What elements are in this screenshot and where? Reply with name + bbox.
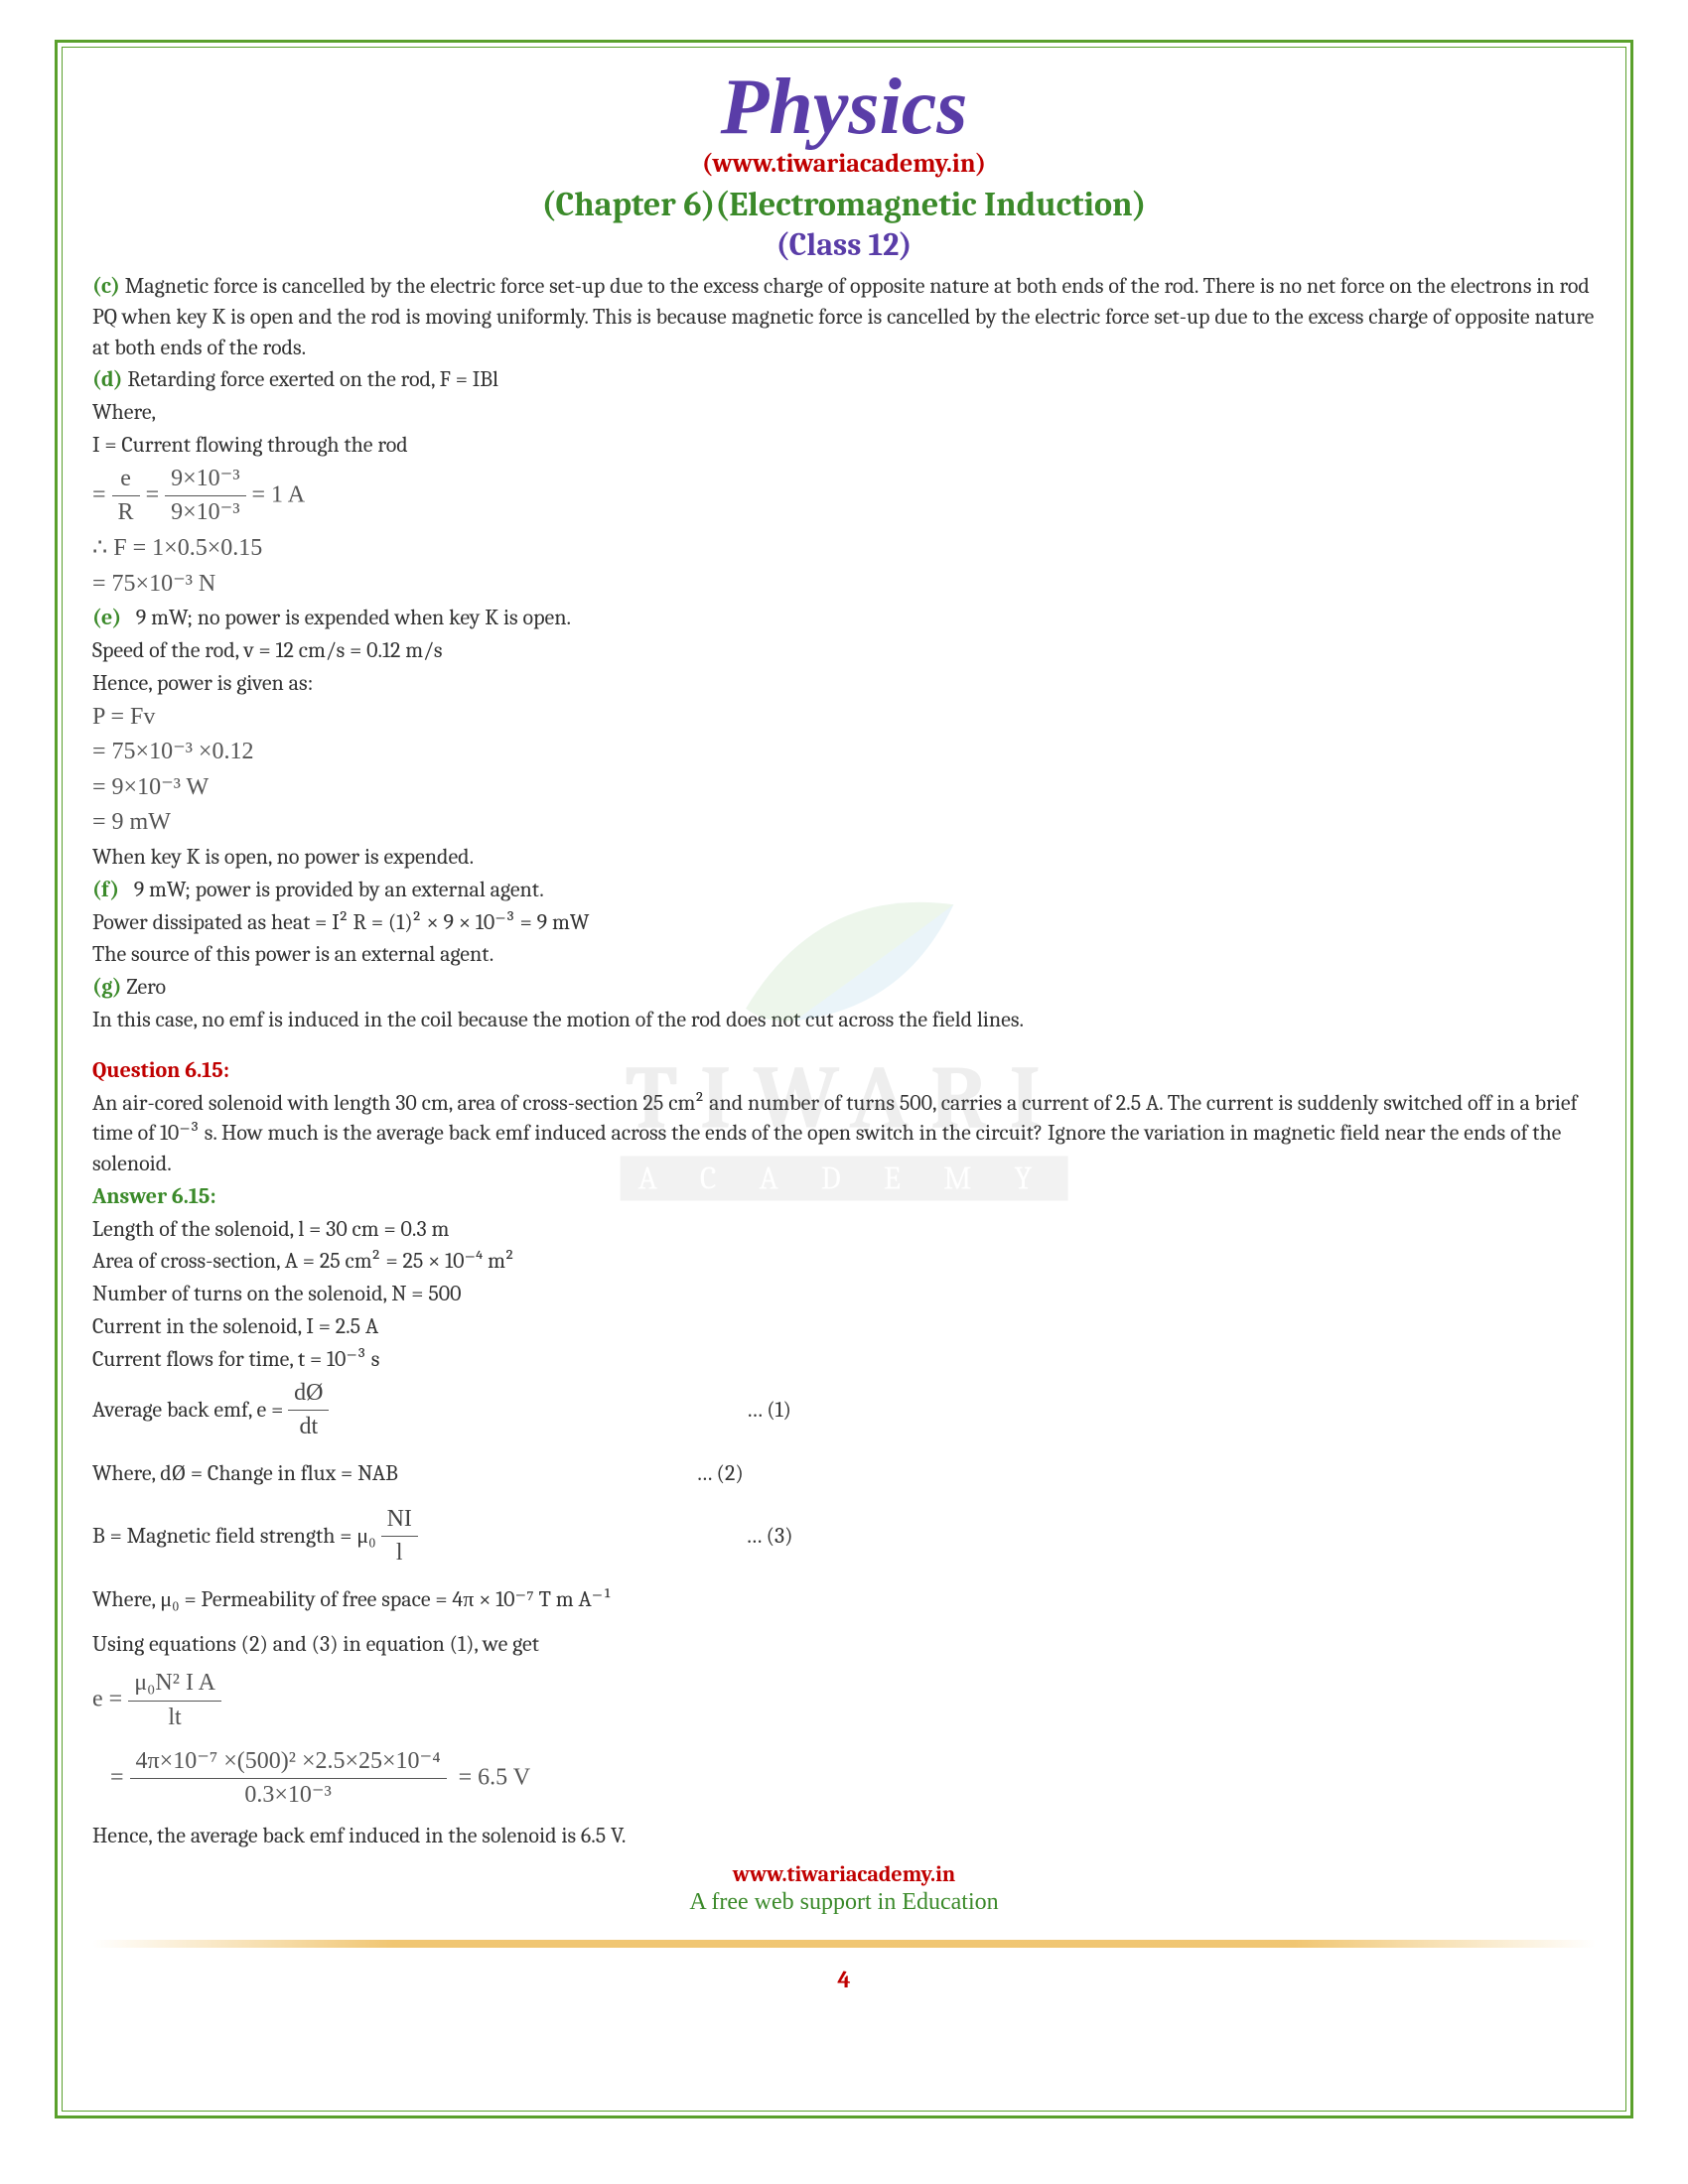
eq-tag-1: … (1) (746, 1395, 791, 1426)
q15-l3: Number of turns on the solenoid, N = 500 (92, 1279, 1596, 1309)
q15-label: Question 6.15: (92, 1055, 1596, 1086)
sec-d-eq3: = 75×10⁻³ N (92, 568, 1596, 602)
q15-l10: Using equations (2) and (3) in equation … (92, 1629, 1596, 1660)
q15-eqf1: e = μ₀N² I Alt (92, 1667, 1596, 1734)
q15-l11: Hence, the average back emf induced in t… (92, 1821, 1596, 1851)
sec-e-l3: Hence, power is given as: (92, 668, 1596, 699)
outer-border: TIWARI A C A D E M Y Physics (www.tiwari… (55, 40, 1633, 2118)
title-url: (www.tiwariacademy.in) (92, 149, 1596, 179)
footer-tagline: A free web support in Education (92, 1889, 1596, 1916)
page: TIWARI A C A D E M Y Physics (www.tiwari… (0, 0, 1688, 2184)
sec-d-l3: I = Current flowing through the rod (92, 430, 1596, 461)
label-g: (g) (92, 974, 121, 1000)
eq-tag-2: … (2) (696, 1458, 744, 1489)
sec-d-eq2: ∴ F = 1×0.5×0.15 (92, 532, 1596, 566)
sec-e-l1: (e) 9 mW; no power is expended when key … (92, 603, 1596, 633)
q15-l5: Current flows for time, t = 10⁻³ s (92, 1344, 1596, 1375)
title-physics: Physics (92, 68, 1596, 147)
sec-c: (c) Magnetic force is cancelled by the e… (92, 271, 1596, 362)
label-d: (d) (92, 366, 123, 392)
sec-e-eq1: P = Fv (92, 701, 1596, 735)
q15-eqf2: = 4π×10⁻⁷ ×(500)² ×2.5×25×10⁻⁴0.3×10⁻³ =… (92, 1745, 1596, 1813)
inner-border: TIWARI A C A D E M Y Physics (www.tiwari… (62, 47, 1626, 2112)
footer-link: www.tiwariacademy.in (92, 1861, 1596, 1887)
sec-f-l2: Power dissipated as heat = I² R = (1)² ×… (92, 907, 1596, 938)
q15-l2: Area of cross-section, A = 25 cm² = 25 ×… (92, 1246, 1596, 1277)
q15-eq3-row: B = Magnetic field strength = μ₀ NIl … (… (92, 1503, 1596, 1570)
sec-f-l3: The source of this power is an external … (92, 939, 1596, 970)
sec-e-eq2: = 75×10⁻³ ×0.12 (92, 736, 1596, 769)
sec-g-l2: In this case, no emf is induced in the c… (92, 1005, 1596, 1035)
label-c: (c) (92, 273, 120, 299)
footer-bar (92, 1940, 1596, 1948)
sec-g-l1: (g) Zero (92, 972, 1596, 1003)
sec-f-l1: (f) 9 mW; power is provided by an extern… (92, 875, 1596, 905)
q15-l9: Where, μ₀ = Permeability of free space =… (92, 1584, 1596, 1615)
sec-d-l2: Where, (92, 397, 1596, 428)
sec-c-text: Magnetic force is cancelled by the elect… (92, 273, 1594, 360)
label-e: (e) (92, 605, 121, 630)
q15-eq1-row: Average back emf, e = dØdt … (1) (92, 1377, 1596, 1444)
body: (c) Magnetic force is cancelled by the e… (92, 271, 1596, 1851)
title-chapter: (Chapter 6)(Electromagnetic Induction) (92, 185, 1596, 224)
sec-e-eq3: = 9×10⁻³ W (92, 771, 1596, 805)
q15-text: An air-cored solenoid with length 30 cm,… (92, 1088, 1596, 1179)
q15-l4: Current in the solenoid, I = 2.5 A (92, 1311, 1596, 1342)
q15-l1: Length of the solenoid, l = 30 cm = 0.3 … (92, 1214, 1596, 1245)
sec-e-l4: When key K is open, no power is expended… (92, 842, 1596, 873)
sec-e-eq4: = 9 mW (92, 806, 1596, 840)
sec-d-eq1: = eR = 9×10⁻³9×10⁻³ = 1 A (92, 463, 1596, 530)
eq-tag-3: … (3) (746, 1521, 793, 1552)
q15-alabel: Answer 6.15: (92, 1181, 1596, 1212)
q15-eq2-row: Where, dØ = Change in flux = NAB … (2) (92, 1458, 1596, 1489)
page-number: 4 (92, 1966, 1596, 1993)
title-class: (Class 12) (92, 226, 1596, 263)
sec-d-l1: (d) Retarding force exerted on the rod, … (92, 364, 1596, 395)
sec-e-l2: Speed of the rod, v = 12 cm/s = 0.12 m/s (92, 635, 1596, 666)
label-f: (f) (92, 877, 119, 902)
